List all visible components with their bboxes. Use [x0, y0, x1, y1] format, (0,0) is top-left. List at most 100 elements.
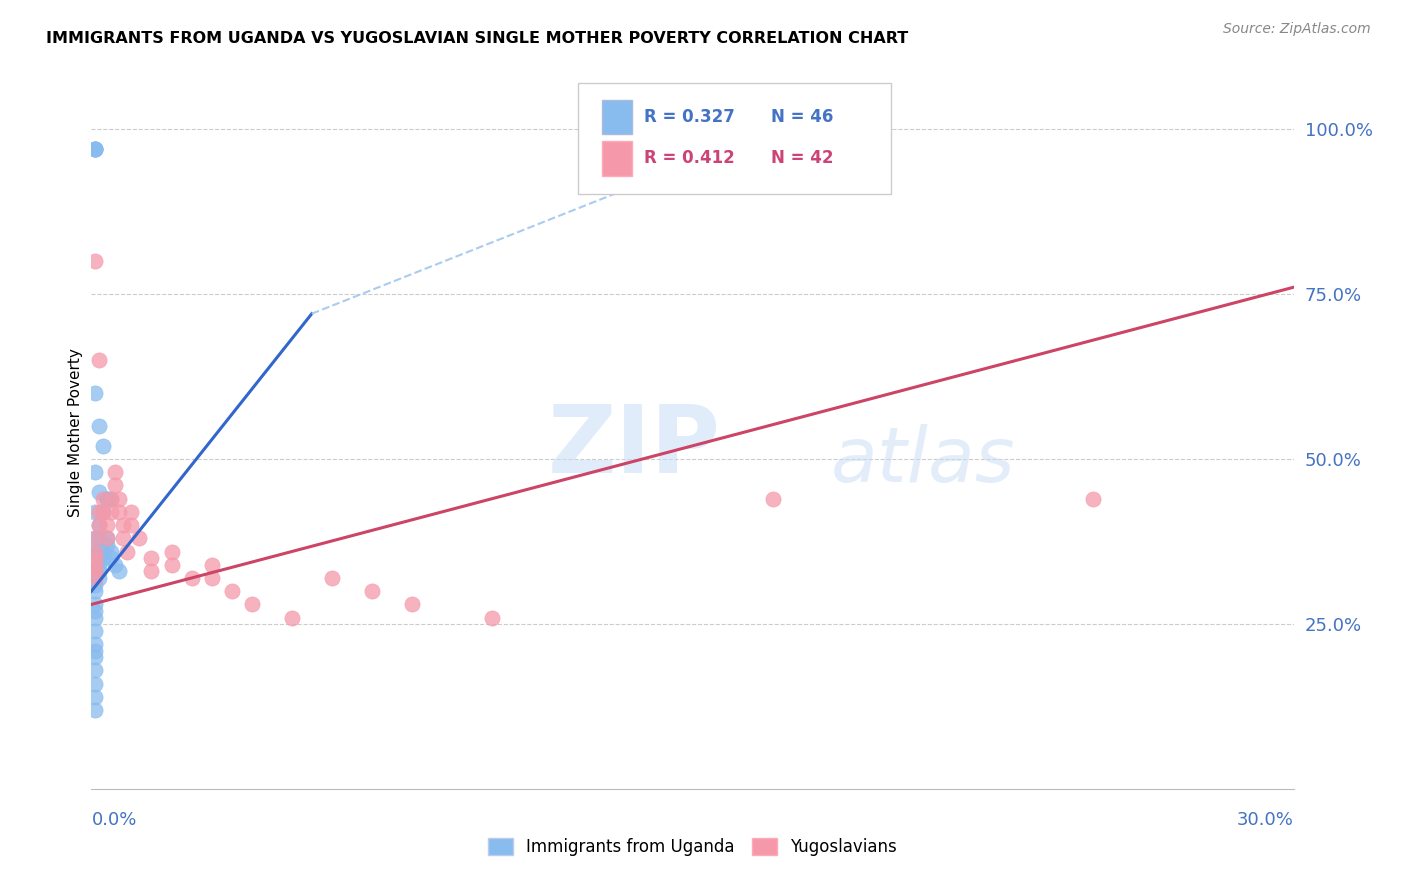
Point	[128, 532, 150, 546]
Point	[108, 505, 131, 519]
Point	[84, 141, 107, 155]
Point	[360, 584, 382, 599]
Point	[96, 532, 118, 546]
Point	[89, 485, 111, 500]
Point	[93, 505, 115, 519]
Point	[100, 491, 122, 506]
Point	[112, 518, 135, 533]
Point	[89, 558, 111, 572]
Point	[481, 610, 503, 624]
Point	[84, 643, 107, 657]
Point	[89, 419, 111, 434]
Point	[240, 598, 263, 612]
Point	[89, 551, 111, 566]
Point	[84, 690, 107, 704]
Point	[141, 565, 163, 579]
Point	[84, 598, 107, 612]
Point	[89, 565, 111, 579]
FancyBboxPatch shape	[578, 83, 891, 194]
Text: R = 0.412: R = 0.412	[644, 149, 735, 167]
Point	[84, 532, 107, 546]
Text: Source: ZipAtlas.com: Source: ZipAtlas.com	[1223, 22, 1371, 37]
Point	[96, 532, 118, 546]
Point	[84, 610, 107, 624]
Point	[96, 518, 118, 533]
Point	[84, 532, 107, 546]
Point	[93, 544, 115, 558]
Point	[89, 518, 111, 533]
Point	[104, 558, 127, 572]
Point	[96, 538, 118, 552]
Point	[100, 505, 122, 519]
Text: 0.0%: 0.0%	[91, 811, 136, 829]
Point	[141, 551, 163, 566]
Point	[201, 558, 224, 572]
Point	[84, 577, 107, 591]
Point	[84, 650, 107, 665]
Point	[201, 571, 224, 585]
Point	[401, 598, 423, 612]
Point	[84, 465, 107, 479]
Point	[84, 544, 107, 558]
Point	[89, 353, 111, 368]
Y-axis label: Single Mother Poverty: Single Mother Poverty	[67, 348, 83, 517]
Text: R = 0.327: R = 0.327	[644, 108, 735, 126]
Point	[84, 505, 107, 519]
Point	[84, 637, 107, 651]
FancyBboxPatch shape	[602, 100, 633, 135]
FancyBboxPatch shape	[602, 142, 633, 176]
Point	[1083, 491, 1105, 506]
Point	[89, 571, 111, 585]
Point	[160, 544, 183, 558]
Point	[89, 518, 111, 533]
Point	[93, 491, 115, 506]
Text: ZIP: ZIP	[548, 401, 721, 493]
Point	[93, 439, 115, 453]
Point	[84, 141, 107, 155]
Point	[104, 478, 127, 492]
Point	[89, 505, 111, 519]
Point	[121, 505, 143, 519]
Point	[108, 491, 131, 506]
Point	[321, 571, 343, 585]
Point	[84, 253, 107, 268]
Point	[281, 610, 304, 624]
Point	[93, 551, 115, 566]
Point	[108, 565, 131, 579]
Point	[96, 491, 118, 506]
Point	[96, 491, 118, 506]
Legend: Immigrants from Uganda, Yugoslavians: Immigrants from Uganda, Yugoslavians	[481, 831, 904, 863]
Text: atlas: atlas	[831, 425, 1015, 498]
Text: N = 46: N = 46	[770, 108, 832, 126]
Point	[84, 571, 107, 585]
Point	[84, 141, 107, 155]
Point	[84, 676, 107, 690]
Point	[84, 558, 107, 572]
Point	[84, 544, 107, 558]
Point	[84, 551, 107, 566]
Point	[93, 505, 115, 519]
Text: IMMIGRANTS FROM UGANDA VS YUGOSLAVIAN SINGLE MOTHER POVERTY CORRELATION CHART: IMMIGRANTS FROM UGANDA VS YUGOSLAVIAN SI…	[46, 31, 908, 46]
Point	[762, 491, 785, 506]
Point	[84, 604, 107, 618]
Point	[100, 544, 122, 558]
Point	[100, 491, 122, 506]
Point	[112, 532, 135, 546]
Text: N = 42: N = 42	[770, 149, 834, 167]
Point	[84, 664, 107, 678]
Point	[180, 571, 202, 585]
Point	[84, 584, 107, 599]
Point	[104, 465, 127, 479]
Text: 30.0%: 30.0%	[1237, 811, 1294, 829]
Point	[84, 386, 107, 401]
Point	[89, 532, 111, 546]
Point	[121, 518, 143, 533]
Point	[84, 141, 107, 155]
Point	[100, 551, 122, 566]
Point	[221, 584, 243, 599]
Point	[160, 558, 183, 572]
Point	[84, 624, 107, 638]
Point	[84, 565, 107, 579]
Point	[84, 565, 107, 579]
Point	[84, 703, 107, 717]
